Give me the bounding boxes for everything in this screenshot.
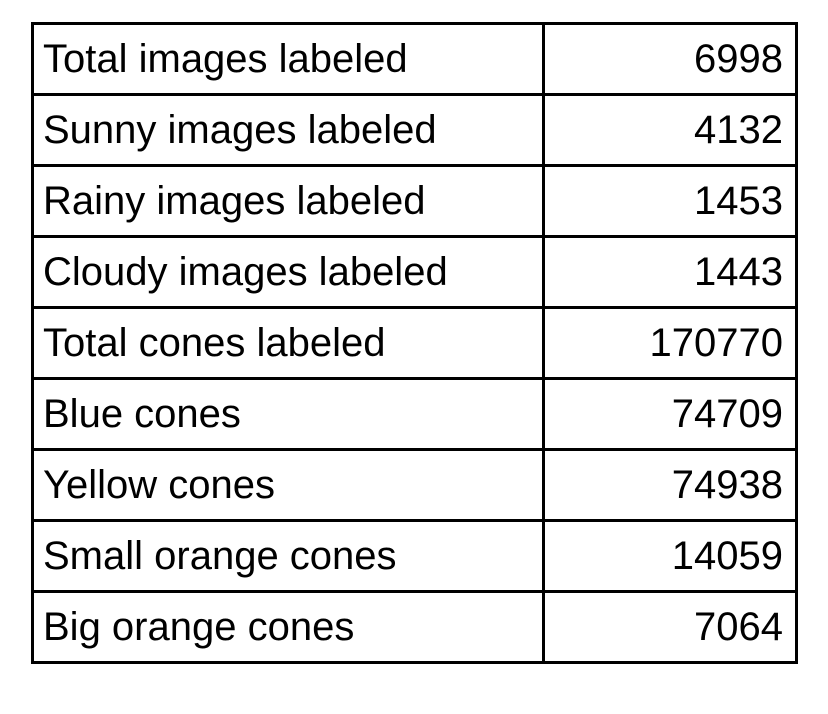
- row-value: 74709: [542, 377, 798, 451]
- row-label: Blue cones: [31, 377, 545, 451]
- row-value: 6998: [542, 22, 798, 96]
- row-value: 170770: [542, 306, 798, 380]
- table-row: Cloudy images labeled 1443: [31, 235, 798, 309]
- row-label: Cloudy images labeled: [31, 235, 545, 309]
- dataset-statistics-table: Total images labeled 6998 Sunny images l…: [31, 22, 798, 664]
- row-label: Big orange cones: [31, 590, 545, 664]
- row-label: Yellow cones: [31, 448, 545, 522]
- row-label: Total cones labeled: [31, 306, 545, 380]
- table-row: Blue cones 74709: [31, 377, 798, 451]
- row-label: Rainy images labeled: [31, 164, 545, 238]
- row-label: Small orange cones: [31, 519, 545, 593]
- table-row: Big orange cones 7064: [31, 590, 798, 664]
- row-value: 14059: [542, 519, 798, 593]
- table-row: Rainy images labeled 1453: [31, 164, 798, 238]
- row-label: Total images labeled: [31, 22, 545, 96]
- table-row: Total cones labeled 170770: [31, 306, 798, 380]
- table-row: Small orange cones 14059: [31, 519, 798, 593]
- table-row: Yellow cones 74938: [31, 448, 798, 522]
- row-value: 4132: [542, 93, 798, 167]
- row-value: 1443: [542, 235, 798, 309]
- row-label: Sunny images labeled: [31, 93, 545, 167]
- row-value: 7064: [542, 590, 798, 664]
- row-value: 1453: [542, 164, 798, 238]
- table-row: Sunny images labeled 4132: [31, 93, 798, 167]
- table-row: Total images labeled 6998: [31, 22, 798, 96]
- row-value: 74938: [542, 448, 798, 522]
